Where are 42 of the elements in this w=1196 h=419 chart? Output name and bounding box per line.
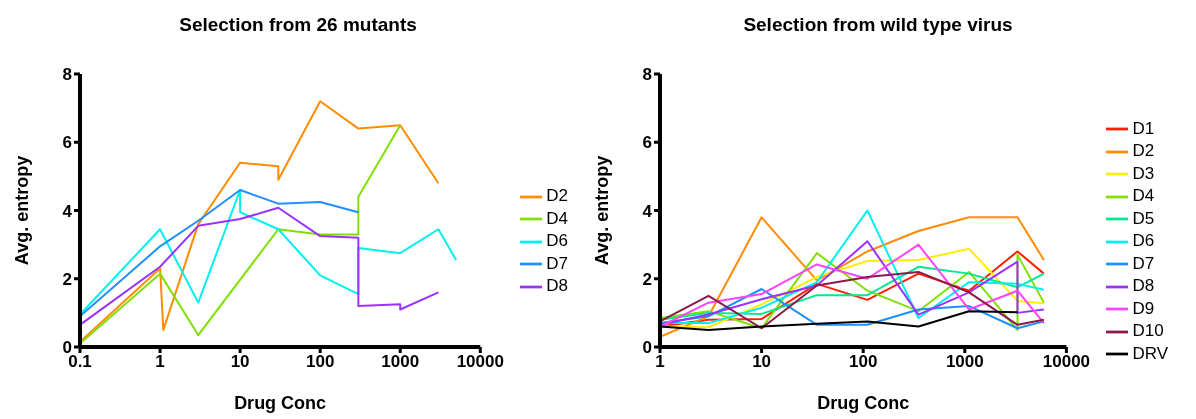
legend-label: D1: [1132, 118, 1155, 138]
x-tick-label: 10: [230, 352, 250, 372]
y-tick-label: 4: [642, 201, 653, 221]
y-tick-label: 2: [642, 269, 652, 289]
legend-label: D5: [1132, 208, 1155, 228]
y-axis-title: Avg. entropy: [12, 155, 33, 266]
y-tick-label: 8: [62, 65, 72, 85]
x-axis-title: Drug Conc: [234, 393, 327, 413]
y-tick-label: 0: [642, 338, 652, 358]
legend-label: D8: [1132, 276, 1155, 296]
legend-label: D4: [1132, 186, 1155, 206]
x-tick-label: 1000: [945, 352, 984, 372]
x-tick-label: 1: [155, 352, 165, 372]
legend-label: D2: [1132, 141, 1155, 161]
legend-label: D9: [1132, 298, 1155, 318]
legend-label: D2: [546, 186, 568, 206]
y-tick-label: 2: [62, 269, 72, 289]
legend-label: D6: [1132, 231, 1155, 251]
x-tick-label: 100: [305, 352, 335, 372]
x-tick-label: 1: [655, 352, 665, 372]
x-axis-title: Drug Conc: [817, 393, 910, 413]
legend-label: D6: [546, 231, 568, 251]
y-tick-label: 6: [62, 133, 72, 153]
y-tick-label: 6: [642, 133, 652, 153]
legend-label: D8: [546, 276, 568, 296]
x-tick-label: 100: [849, 352, 878, 372]
y-axis-title: Avg. entropy: [592, 155, 613, 266]
chart-title: Selection from 26 mutants: [178, 13, 418, 37]
x-tick-label: 10: [752, 352, 772, 372]
legend-label: D4: [546, 208, 568, 228]
legend-label: DRV: [1132, 343, 1168, 363]
legend-label: D7: [1132, 253, 1155, 273]
x-tick-label: 0.1: [68, 352, 92, 372]
chart-title: Selection from wild type virus: [742, 13, 1014, 37]
y-tick-label: 8: [642, 65, 652, 85]
x-tick-label: 1000: [381, 352, 420, 372]
x-tick-label: 10000: [456, 352, 504, 372]
x-tick-label: 10000: [1042, 352, 1091, 372]
y-tick-label: 4: [62, 201, 73, 221]
legend-label: D3: [1132, 163, 1155, 183]
legend-label: D7: [546, 253, 568, 273]
legend-label: D10: [1132, 321, 1164, 341]
